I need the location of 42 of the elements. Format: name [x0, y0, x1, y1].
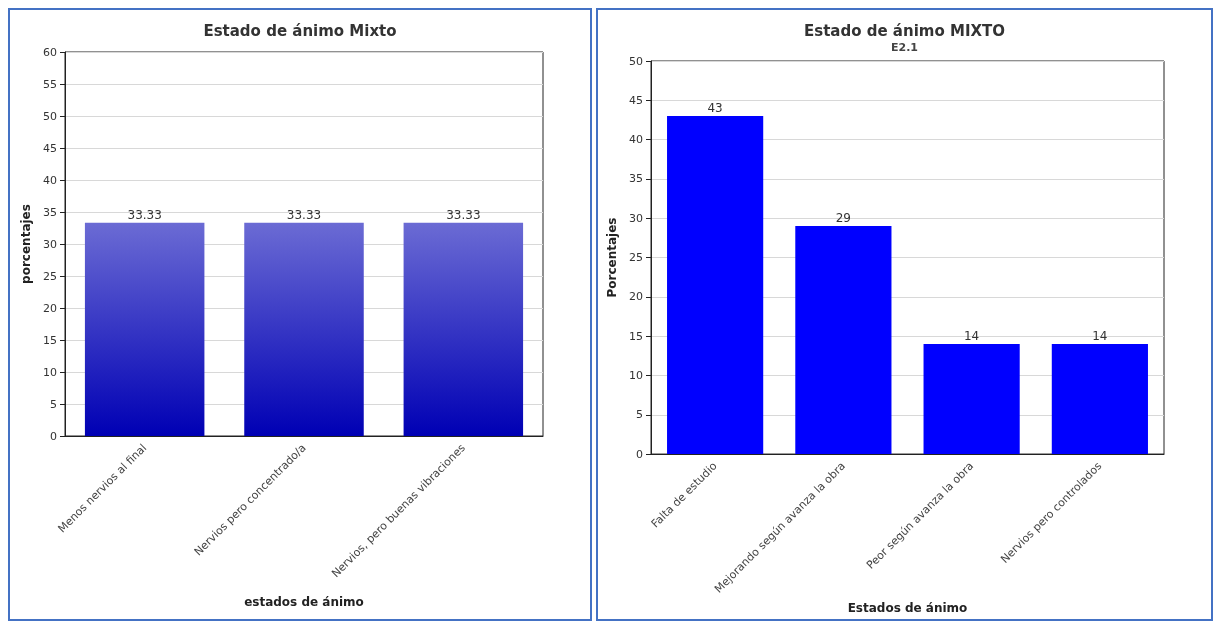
y-tick-label: 45 [629, 93, 643, 107]
chart-title: Estado de ánimo Mixto [203, 21, 397, 40]
bar [923, 344, 1020, 455]
bar [1051, 344, 1148, 455]
y-tick-label: 10 [629, 368, 643, 382]
y-tick-label: 45 [43, 141, 57, 155]
y-axis-title: Porcentajes [605, 217, 620, 298]
y-tick-label: 50 [43, 109, 57, 123]
chart-subtitle: E2.1 [890, 41, 919, 54]
y-tick-label: 5 [636, 408, 643, 422]
bar [667, 116, 764, 455]
chart-title: Estado de ánimo MIXTO [803, 21, 1006, 40]
y-tick-label: 40 [629, 133, 643, 147]
y-tick-label: 5 [50, 397, 57, 411]
y-tick-label: 55 [43, 77, 57, 91]
data-label: 43 [707, 101, 723, 116]
y-tick-label: 20 [629, 290, 643, 304]
y-tick-label: 40 [43, 173, 57, 187]
y-axis-title: porcentajes [19, 204, 34, 284]
y-tick-label: 35 [629, 172, 643, 186]
y-tick-label: 0 [50, 429, 57, 443]
y-tick-label: 25 [43, 269, 57, 283]
bar [795, 226, 892, 455]
y-tick-label: 50 [629, 54, 643, 68]
y-tick-label: 30 [629, 211, 643, 225]
x-axis-title: estados de ánimo [244, 595, 364, 609]
y-tick-label: 25 [629, 251, 643, 265]
data-label: 14 [963, 329, 980, 343]
data-label: 14 [1092, 329, 1108, 343]
y-tick-label: 30 [43, 237, 57, 251]
y-tick-label: 20 [43, 301, 57, 315]
y-tick-label: 15 [629, 329, 643, 343]
y-tick-label: 0 [636, 447, 643, 461]
y-tick-label: 10 [43, 365, 57, 379]
data-label: 33.33 [446, 207, 481, 222]
y-tick-label: 15 [43, 333, 57, 347]
x-axis-title: Estados de ánimo [847, 601, 968, 615]
data-label: 29 [835, 211, 852, 226]
data-label: 33.33 [127, 207, 162, 222]
data-label: 33.33 [286, 207, 322, 222]
y-tick-label: 35 [43, 205, 57, 219]
y-tick-label: 60 [43, 45, 57, 59]
